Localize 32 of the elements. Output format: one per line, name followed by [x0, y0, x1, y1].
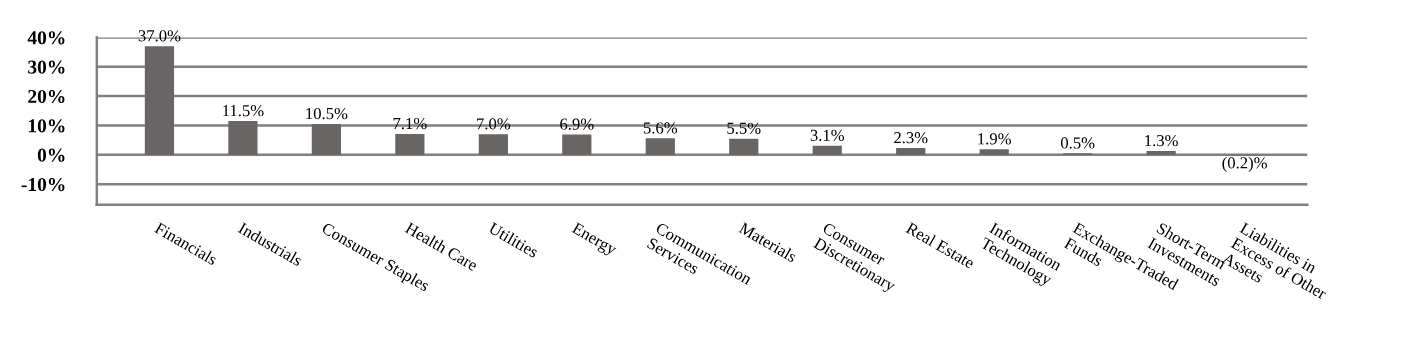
data-label: 37.0%	[138, 30, 181, 42]
data-label: 7.1%	[393, 117, 427, 130]
bar	[311, 123, 341, 155]
y-tick-label: 10%	[28, 119, 65, 133]
bar	[896, 148, 926, 155]
data-label: 6.9%	[560, 118, 594, 130]
data-label: 2.3%	[894, 132, 928, 144]
bar	[144, 46, 175, 155]
data-label: 1.9%	[978, 133, 1011, 145]
data-label: 1.3%	[1145, 134, 1178, 147]
y-tick-label: 0%	[37, 148, 65, 162]
bar	[1146, 150, 1176, 155]
data-label: 11.5%	[223, 105, 264, 117]
data-label: 3.1%	[810, 129, 845, 141]
bar	[645, 138, 675, 155]
y-tick-label: 30%	[28, 60, 65, 74]
data-label: 5.5%	[727, 122, 761, 134]
data-label: 0.5%	[1060, 137, 1095, 149]
y-tick-label: 20%	[28, 89, 65, 104]
y-tick-label: -10%	[21, 177, 65, 192]
bar	[228, 121, 258, 155]
bar	[562, 134, 592, 155]
bar	[729, 138, 759, 155]
y-tick-label: 40%	[27, 31, 65, 45]
bar	[395, 133, 425, 155]
data-label: 5.6%	[643, 122, 678, 134]
bar	[478, 134, 508, 155]
data-label: 10.5%	[306, 107, 348, 120]
data-label: 7.0%	[477, 118, 511, 130]
bar	[812, 145, 842, 155]
bar	[979, 149, 1009, 155]
data-label: (0.2)%	[1222, 156, 1267, 172]
